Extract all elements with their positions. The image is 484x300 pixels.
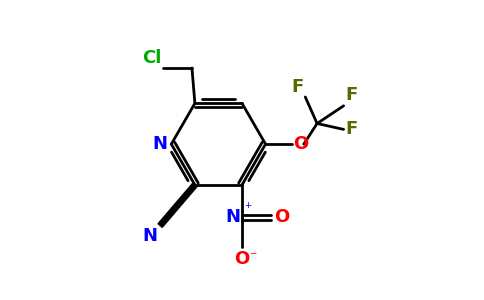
- Text: O: O: [274, 208, 289, 226]
- Text: N: N: [142, 227, 157, 245]
- Text: $\mathregular{^-}$: $\mathregular{^-}$: [248, 250, 258, 263]
- Text: $\mathregular{^+}$: $\mathregular{^+}$: [243, 201, 254, 214]
- Text: O: O: [293, 135, 309, 153]
- Text: O: O: [234, 250, 250, 268]
- Text: N: N: [226, 208, 241, 226]
- Text: F: F: [291, 77, 304, 95]
- Text: F: F: [345, 120, 357, 138]
- Text: F: F: [345, 86, 357, 104]
- Text: Cl: Cl: [142, 49, 161, 67]
- Text: N: N: [153, 134, 168, 152]
